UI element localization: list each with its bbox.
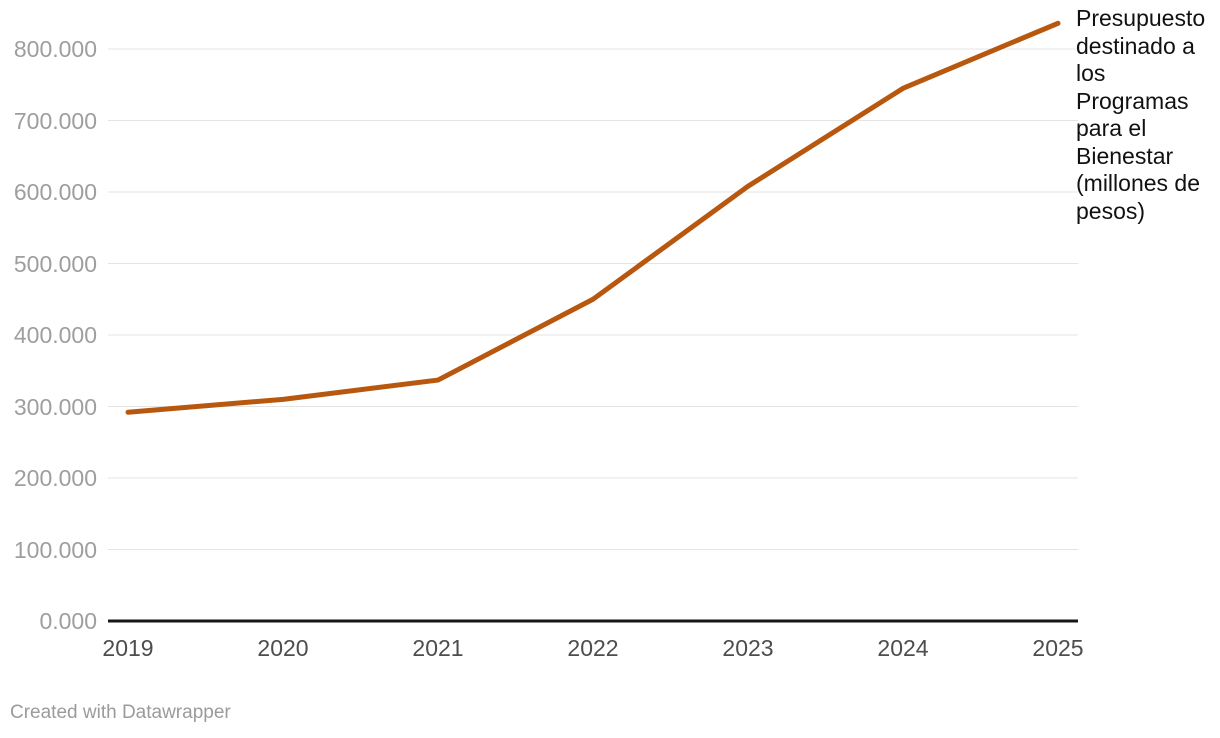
- x-tick-label: 2021: [412, 635, 464, 661]
- x-tick-label: 2022: [567, 635, 619, 661]
- x-tick-label: 2023: [722, 635, 774, 661]
- y-tick-label: 100.000: [13, 536, 97, 563]
- y-tick-label: 600.000: [13, 179, 97, 205]
- series-direct-label: Presupuesto destinado a los Programas pa…: [1076, 5, 1206, 224]
- datawrapper-attribution: Created with Datawrapper: [10, 702, 231, 723]
- y-tick-label: 200.000: [13, 465, 97, 491]
- y-tick-label: 0.000: [39, 608, 97, 634]
- horizontal-gridlines: [108, 48, 1078, 550]
- y-tick-label: 300.000: [13, 393, 97, 420]
- y-tick-label: 500.000: [13, 250, 97, 277]
- budget-line: [125, 20, 1061, 415]
- x-tick-label: 2024: [877, 635, 929, 661]
- x-tick-label: 2019: [102, 635, 154, 661]
- x-tick-label: 2020: [257, 635, 309, 661]
- y-tick-label: 400.000: [13, 322, 97, 348]
- y-tick-label: 800.000: [13, 36, 97, 62]
- x-tick-label: 2025: [1032, 635, 1084, 661]
- y-tick-label: 700.000: [13, 107, 97, 134]
- data-line-series: [125, 20, 1061, 415]
